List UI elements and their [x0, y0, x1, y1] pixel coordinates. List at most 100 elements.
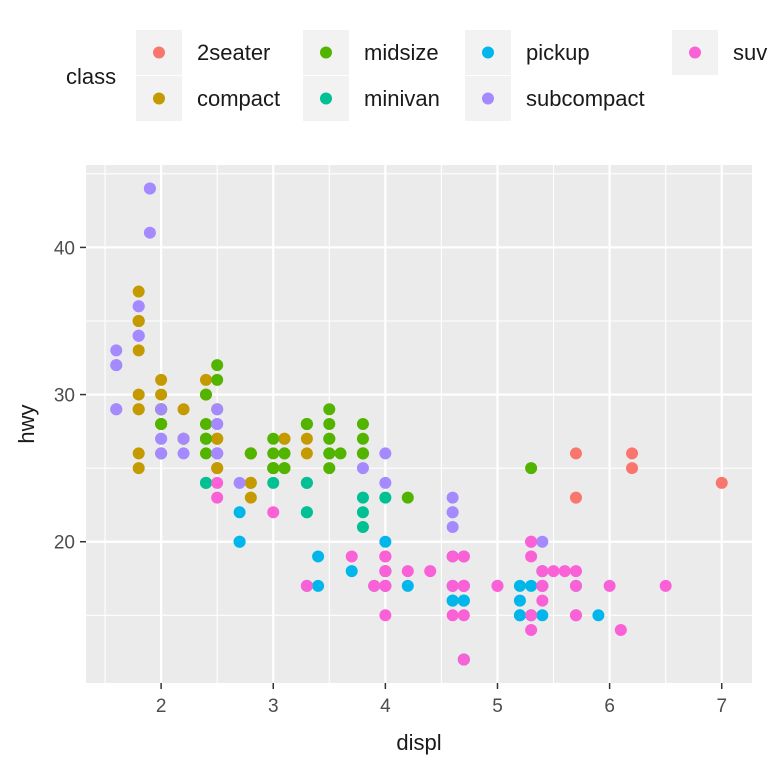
data-point	[211, 418, 224, 430]
data-point	[199, 373, 212, 386]
data-point	[525, 535, 538, 548]
legend-title: class	[66, 64, 116, 89]
data-point	[334, 447, 347, 460]
legend: class 2seater compact midsize minivan pickup…	[66, 30, 767, 121]
data-point	[199, 476, 212, 489]
legend-key-point	[320, 92, 332, 105]
data-point	[233, 535, 246, 548]
data-point	[143, 182, 156, 195]
data-point	[379, 491, 392, 504]
y-axis-title: hwy	[14, 404, 39, 443]
data-point	[300, 506, 313, 519]
data-point	[132, 314, 145, 327]
data-point	[300, 476, 313, 489]
data-point	[267, 447, 280, 460]
data-point	[446, 579, 459, 592]
data-point	[132, 344, 145, 357]
y-tick-label: 30	[54, 386, 75, 407]
data-point	[211, 447, 224, 460]
x-axis-title: displ	[396, 730, 441, 755]
data-point	[233, 476, 246, 489]
data-point	[132, 462, 145, 475]
data-point	[491, 579, 504, 592]
legend-item-minivan: minivan	[303, 76, 440, 121]
data-point	[569, 609, 582, 622]
data-point	[525, 550, 538, 563]
axes: 2 3 4 5 6 7 20 30 40	[54, 238, 727, 717]
data-point	[132, 403, 145, 416]
y-tick-label: 40	[54, 238, 75, 259]
legend-key-point	[320, 46, 332, 59]
data-point	[143, 226, 156, 239]
data-point	[211, 432, 224, 445]
data-point	[558, 565, 571, 578]
data-point	[379, 476, 392, 489]
data-point	[457, 550, 470, 563]
data-point	[345, 565, 358, 578]
data-point	[211, 359, 224, 372]
data-point	[592, 609, 605, 622]
data-point	[177, 447, 190, 460]
data-point	[457, 609, 470, 622]
legend-label: minivan	[364, 86, 440, 111]
data-point	[536, 565, 549, 578]
x-tick-label: 4	[380, 696, 391, 717]
data-point	[110, 359, 123, 372]
data-point	[356, 447, 369, 460]
legend-label: suv	[733, 40, 767, 65]
data-point	[626, 447, 639, 460]
data-point	[155, 388, 168, 401]
data-point	[267, 476, 280, 489]
legend-key-point	[153, 46, 165, 59]
data-point	[323, 418, 336, 430]
data-point	[457, 579, 470, 592]
data-point	[379, 565, 392, 578]
x-tick-label: 6	[604, 696, 615, 717]
data-point	[323, 462, 336, 475]
legend-key-point	[482, 92, 494, 105]
data-point	[513, 579, 526, 592]
plot-panel	[86, 165, 752, 683]
data-point	[659, 579, 672, 592]
data-point	[446, 491, 459, 504]
data-point	[267, 506, 280, 519]
data-point	[569, 491, 582, 504]
data-point	[446, 521, 459, 534]
data-point	[379, 447, 392, 460]
data-point	[110, 403, 123, 416]
data-point	[211, 476, 224, 489]
legend-label: 2seater	[197, 40, 270, 65]
data-point	[379, 579, 392, 592]
data-point	[345, 550, 358, 563]
data-point	[323, 447, 336, 460]
data-point	[244, 447, 257, 460]
legend-key-point	[689, 46, 701, 59]
data-point	[244, 476, 257, 489]
data-point	[614, 624, 627, 637]
data-point	[379, 609, 392, 622]
data-point	[323, 403, 336, 416]
data-point	[569, 447, 582, 460]
data-point	[457, 653, 470, 666]
data-point	[323, 432, 336, 445]
legend-label: midsize	[364, 40, 439, 65]
legend-label: compact	[197, 86, 280, 111]
data-point	[424, 565, 437, 578]
data-point	[603, 579, 616, 592]
data-point	[312, 550, 325, 563]
data-point	[211, 462, 224, 475]
data-point	[368, 579, 381, 592]
data-point	[211, 403, 224, 416]
panel-background	[86, 165, 752, 683]
x-tick-label: 7	[716, 696, 727, 717]
x-tick-label: 5	[492, 696, 503, 717]
data-point	[267, 432, 280, 445]
data-point	[199, 388, 212, 401]
data-point	[457, 594, 470, 607]
legend-item-2seater: 2seater	[136, 30, 270, 75]
x-tick-label: 3	[268, 696, 279, 717]
data-point	[199, 418, 212, 430]
x-tick-label: 2	[156, 696, 167, 717]
data-point	[199, 432, 212, 445]
data-point	[525, 609, 538, 622]
